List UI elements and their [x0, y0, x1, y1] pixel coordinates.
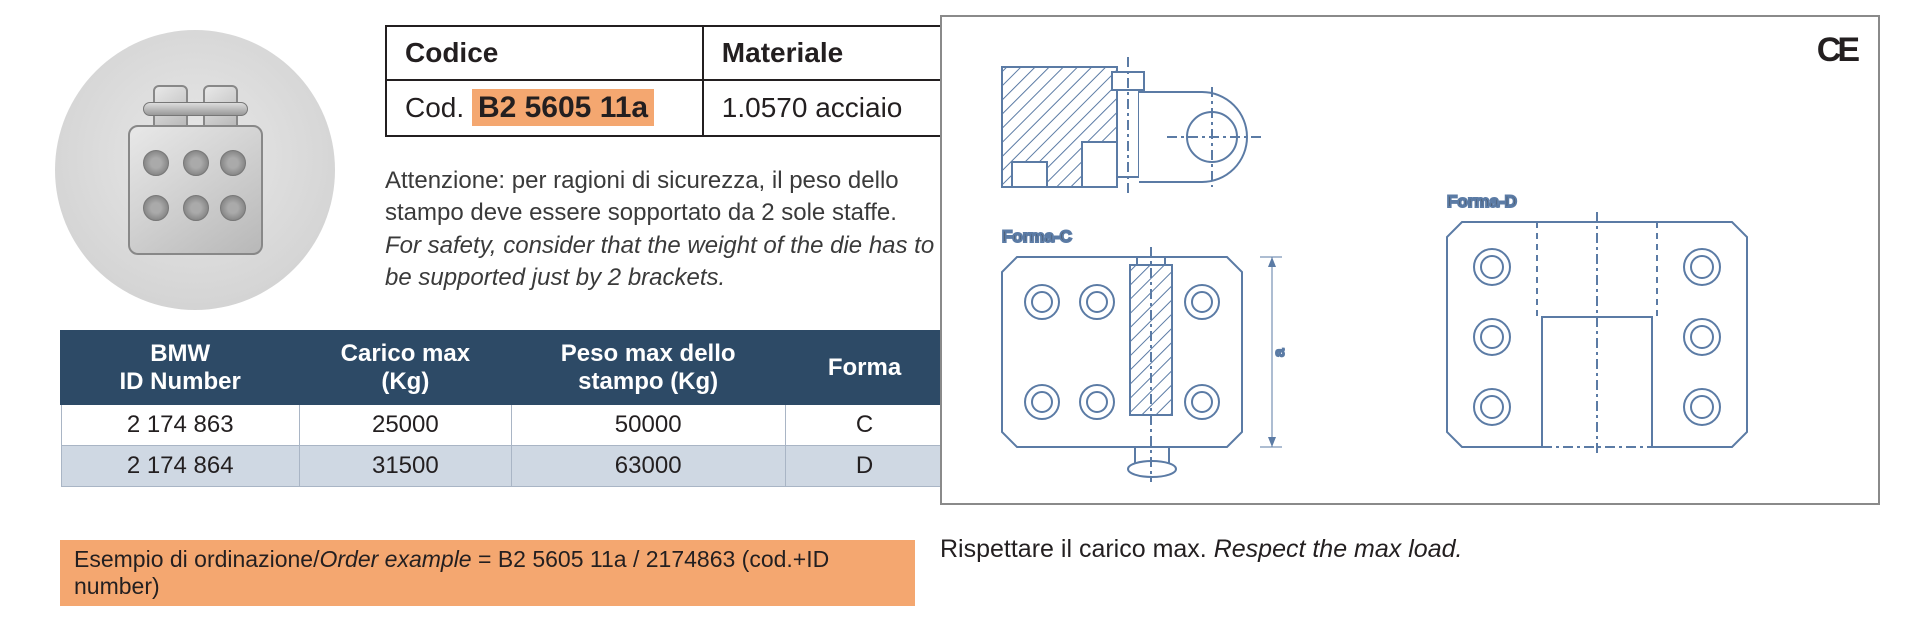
code-cell: Cod. B2 5605 11a [386, 80, 703, 136]
technical-drawing-box: CE [940, 15, 1880, 505]
col-id: BMWID Number [61, 331, 299, 404]
code-value: B2 5605 11a [472, 89, 654, 126]
warning-it: Attenzione: per ragioni di sicurezza, il… [385, 167, 899, 226]
table-row: 2 174 8643150063000D [61, 446, 944, 487]
cell-id: 2 174 864 [61, 446, 299, 487]
cell-weight: 63000 [511, 446, 785, 487]
cell-form: D [785, 446, 944, 487]
forma-d-drawing [1447, 212, 1747, 457]
ce-mark-icon: CE [1817, 31, 1856, 70]
forma-c-drawing: a [1002, 247, 1288, 482]
cell-load: 31500 [299, 446, 511, 487]
order-example-box: Esempio di ordinazione/Order example = B… [60, 540, 915, 606]
code-material-table: Codice Materiale Cod. B2 5605 11a 1.0570… [385, 25, 945, 137]
cell-load: 25000 [299, 404, 511, 446]
section-view-top [1002, 57, 1262, 197]
right-column: CE [940, 15, 1885, 505]
bracket-illustration [118, 80, 273, 260]
cell-id: 2 174 863 [61, 404, 299, 446]
cell-weight: 50000 [511, 404, 785, 446]
col-load: Carico max(Kg) [299, 331, 511, 404]
technical-drawing-svg: Forma-C [942, 17, 1882, 507]
col-form: Forma [785, 331, 944, 404]
respect-en: Respect the max load. [1214, 535, 1463, 563]
cell-form: C [785, 404, 944, 446]
code-prefix: Cod. [405, 92, 464, 123]
product-image-circle [55, 30, 335, 310]
warning-en: For safety, consider that the weight of … [385, 232, 934, 291]
forma-d-label: Forma-D [1447, 192, 1517, 211]
material-cell: 1.0570 acciaio [703, 80, 944, 136]
dim-a-label: a [1271, 348, 1288, 357]
code-header: Codice [386, 26, 703, 80]
table-row: 2 174 8632500050000C [61, 404, 944, 446]
safety-warning: Attenzione: per ragioni di sicurezza, il… [385, 165, 945, 295]
material-header: Materiale [703, 26, 944, 80]
order-label-en: Order example [319, 546, 471, 572]
respect-load-text: Rispettare il carico max. Respect the ma… [940, 535, 1462, 564]
col-weight: Peso max dellostampo (Kg) [511, 331, 785, 404]
forma-c-label: Forma-C [1002, 227, 1072, 246]
respect-it: Rispettare il carico max. [940, 535, 1207, 563]
order-label-it: Esempio di ordinazione [74, 546, 313, 572]
spec-table-header-row: BMWID Number Carico max(Kg) Peso max del… [61, 331, 944, 404]
spec-table: BMWID Number Carico max(Kg) Peso max del… [60, 330, 945, 487]
